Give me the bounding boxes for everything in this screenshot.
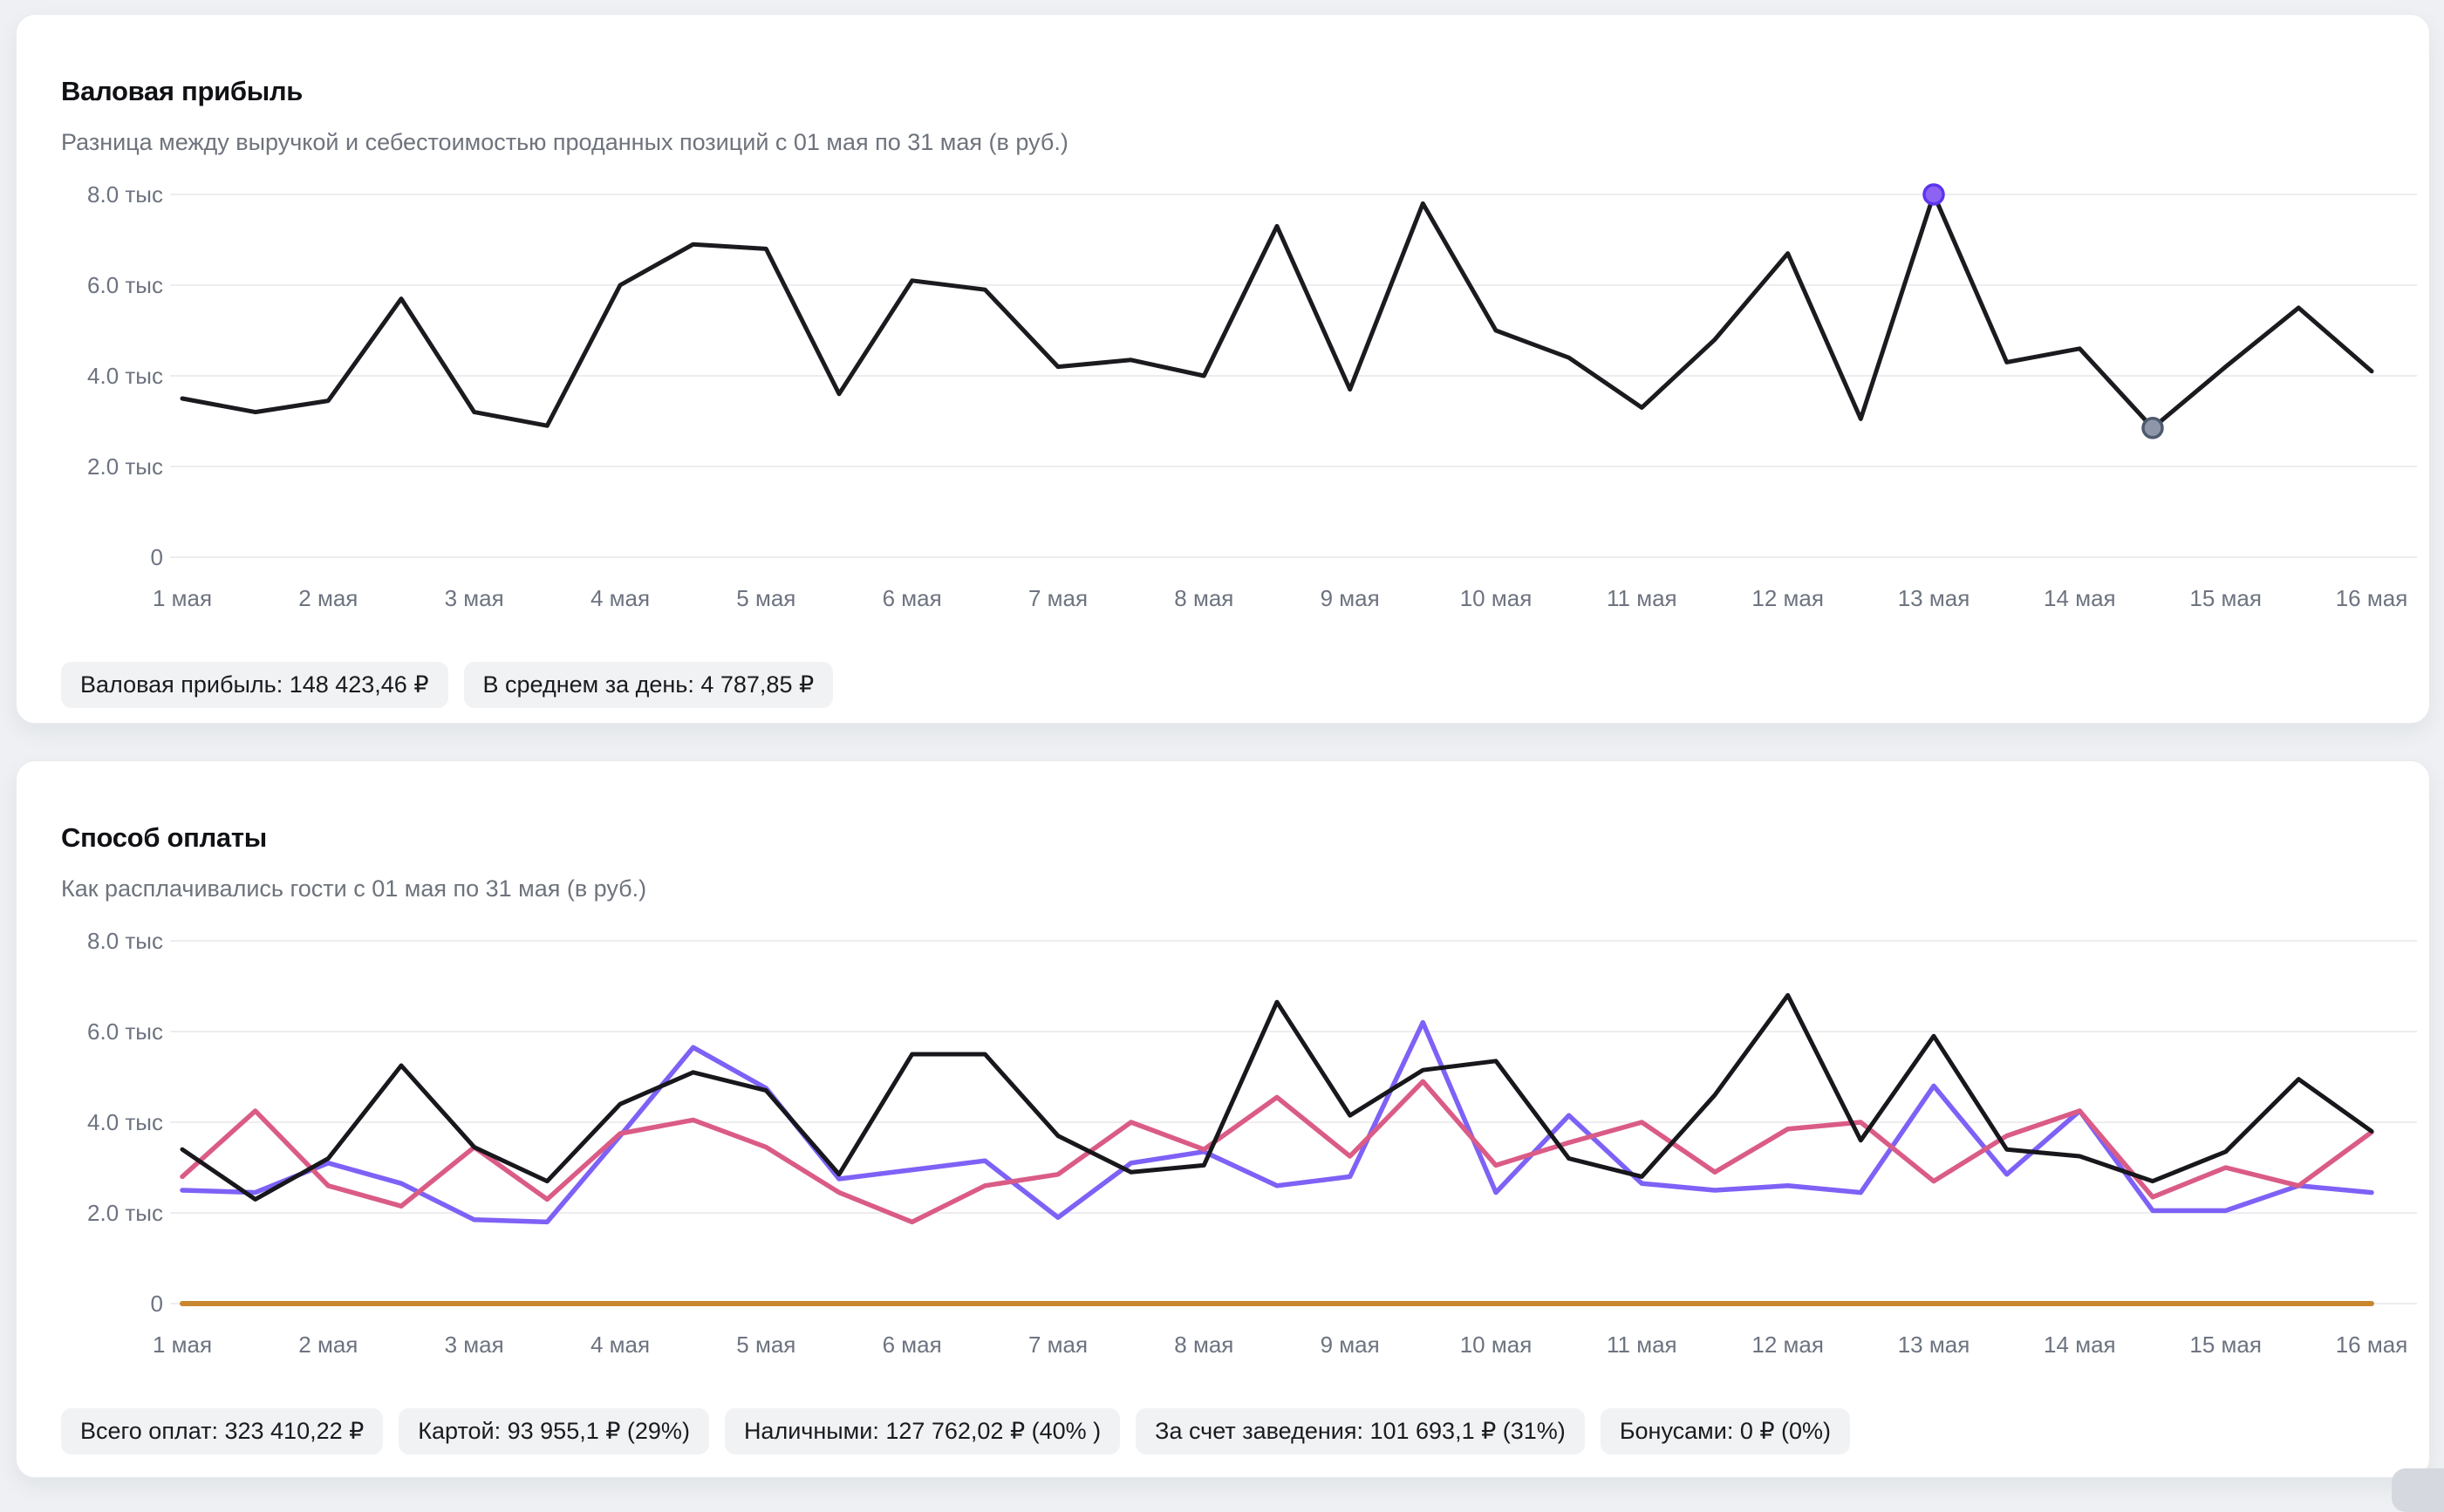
- series-line-Валовая прибыль[interactable]: [180, 192, 2374, 431]
- y-axis-label: 4.0 тыс: [87, 363, 163, 389]
- x-axis-label: 3 мая: [444, 585, 504, 611]
- x-axis-label: 16 мая: [2335, 1332, 2408, 1358]
- chart-canvas[interactable]: [17, 15, 2429, 723]
- x-axis-label: 16 мая: [2335, 585, 2408, 611]
- series-line-За счет заведения[interactable]: [180, 1079, 2374, 1225]
- card-subtitle: Как расплачивались гости с 01 мая по 31 …: [61, 875, 647, 902]
- y-axis-label: 0: [150, 1291, 163, 1317]
- series-line-Картой[interactable]: [180, 1019, 2374, 1225]
- line-chart-gross-profit[interactable]: 8.0 тыс 6.0 тыс 4.0 тыс 2.0 тыс 0 1 мая 2 мая 3…: [17, 15, 2429, 723]
- gross-profit-card: Валовая прибыль Разница между выручкой и…: [16, 14, 2430, 724]
- stat-badge: Картой: 93 955,1 ₽ (29%): [399, 1408, 709, 1454]
- x-axis-label: 1 мая: [152, 585, 213, 611]
- badge-row: Валовая прибыль: 148 423,46 ₽ В среднем з…: [61, 662, 834, 708]
- x-axis-label: 13 мая: [1897, 1332, 1970, 1358]
- x-axis-label: 12 мая: [1751, 585, 1824, 611]
- chart-canvas[interactable]: [17, 761, 2429, 1477]
- stat-badge: За счет заведения: 101 693,1 ₽ (31%): [1136, 1408, 1585, 1454]
- stat-badge: Валовая прибыль: 148 423,46 ₽: [61, 662, 448, 708]
- x-axis-label: 8 мая: [1174, 585, 1234, 611]
- card-title: Валовая прибыль: [61, 75, 304, 106]
- x-axis-label: 9 мая: [1320, 585, 1380, 611]
- x-axis-label: 14 мая: [2044, 585, 2116, 611]
- x-axis-label: 3 мая: [444, 1332, 504, 1358]
- x-axis-label: 7 мая: [1027, 585, 1089, 611]
- x-axis-label: 7 мая: [1027, 1332, 1089, 1358]
- x-axis-label: 11 мая: [1607, 1332, 1677, 1358]
- x-axis-label: 10 мая: [1459, 585, 1533, 611]
- y-axis-label: 8.0 тыс: [87, 181, 163, 208]
- card-title: Способ оплаты: [61, 821, 267, 853]
- stat-badge: Наличными: 127 762,02 ₽ (40% ): [724, 1408, 1121, 1454]
- card-subtitle: Разница между выручкой и себестоимостью …: [61, 129, 1068, 155]
- chat-widget-button[interactable]: [2392, 1468, 2444, 1512]
- badge-row: Всего оплат: 323 410,22 ₽ Картой: 93 955,…: [61, 1408, 1851, 1454]
- x-axis-label: 6 мая: [882, 585, 942, 611]
- x-axis-label: 5 мая: [736, 585, 796, 611]
- stat-badge: Всего оплат: 323 410,22 ₽: [61, 1408, 384, 1454]
- y-axis-label: 2.0 тыс: [87, 453, 163, 480]
- stat-badge: Бонусами: 0 ₽ (0%): [1600, 1408, 1851, 1454]
- y-axis-label: 0: [150, 544, 163, 570]
- x-axis-label: 6 мая: [882, 1332, 942, 1358]
- x-axis-label: 1 мая: [152, 1332, 213, 1358]
- stat-badge: В среднем за день: 4 787,85 ₽: [463, 662, 834, 708]
- x-axis-label: 15 мая: [2189, 1332, 2262, 1358]
- y-axis-label: 6.0 тыс: [87, 1018, 163, 1045]
- x-axis-label: 15 мая: [2189, 585, 2262, 611]
- line-chart-payment-methods[interactable]: 8.0 тыс 6.0 тыс 4.0 тыс 2.0 тыс 0 1 мая 2 мая 3…: [17, 761, 2429, 1477]
- x-axis-label: 2 мая: [298, 1332, 358, 1358]
- payment-methods-card: Способ оплаты Как расплачивались гости с…: [16, 760, 2430, 1478]
- y-axis-label: 4.0 тыс: [87, 1109, 163, 1135]
- x-axis-label: 10 мая: [1459, 1332, 1533, 1358]
- y-axis-label: 6.0 тыс: [87, 272, 163, 298]
- y-axis-label: 2.0 тыс: [87, 1200, 163, 1226]
- x-axis-label: 5 мая: [736, 1332, 796, 1358]
- y-axis-label: 8.0 тыс: [87, 928, 163, 954]
- x-axis-label: 12 мая: [1751, 1332, 1824, 1358]
- series-line-Наличными[interactable]: [180, 992, 2374, 1202]
- x-axis-label: 2 мая: [298, 585, 358, 611]
- x-axis-label: 9 мая: [1320, 1332, 1380, 1358]
- x-axis-label: 4 мая: [590, 1332, 651, 1358]
- max-point-marker[interactable]: [1922, 183, 1945, 206]
- x-axis-label: 14 мая: [2044, 1332, 2116, 1358]
- x-axis-label: 8 мая: [1174, 1332, 1234, 1358]
- x-axis-label: 13 мая: [1897, 585, 1970, 611]
- x-axis-label: 4 мая: [590, 585, 651, 611]
- min-point-marker[interactable]: [2141, 417, 2164, 439]
- x-axis-label: 11 мая: [1607, 585, 1677, 611]
